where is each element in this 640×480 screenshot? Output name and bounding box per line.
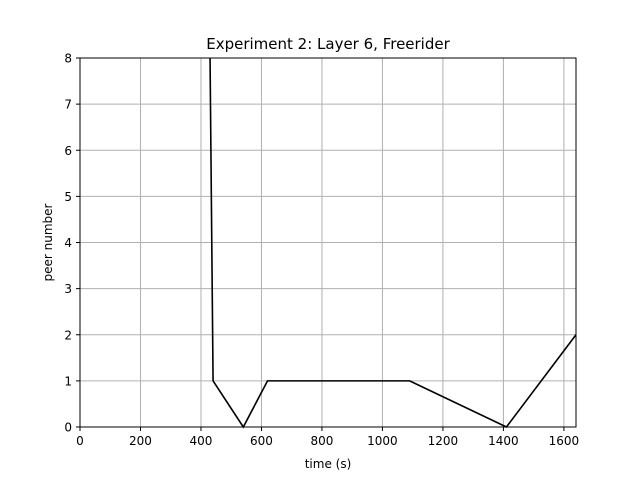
y-tick-label: 8 bbox=[64, 52, 72, 66]
y-tick-label: 3 bbox=[64, 282, 72, 296]
x-tick-label: 800 bbox=[310, 434, 333, 448]
y-tick-label: 2 bbox=[64, 328, 72, 342]
x-tick-label: 0 bbox=[76, 434, 84, 448]
chart-title: Experiment 2: Layer 6, Freerider bbox=[206, 35, 450, 53]
y-tick-label: 6 bbox=[64, 144, 72, 158]
axis-ticks: 0 200 400 600 800 1000 1200 1400 1600 0 1 2 3 4 5 6 7 8 bbox=[64, 52, 579, 449]
y-tick-label: 7 bbox=[64, 98, 72, 112]
x-axis-label: time (s) bbox=[305, 457, 352, 471]
y-tick-label: 4 bbox=[64, 236, 72, 250]
x-tick-label: 600 bbox=[250, 434, 273, 448]
x-tick-label: 1400 bbox=[488, 434, 519, 448]
x-tick-label: 1200 bbox=[428, 434, 459, 448]
y-tick-label: 1 bbox=[64, 374, 72, 388]
y-axis-label: peer number bbox=[41, 203, 55, 281]
x-tick-label: 1600 bbox=[549, 434, 580, 448]
y-tick-label: 5 bbox=[64, 190, 72, 204]
x-tick-label: 1000 bbox=[367, 434, 398, 448]
y-tick-label: 0 bbox=[64, 421, 72, 435]
x-tick-label: 200 bbox=[129, 434, 152, 448]
x-tick-label: 400 bbox=[190, 434, 213, 448]
